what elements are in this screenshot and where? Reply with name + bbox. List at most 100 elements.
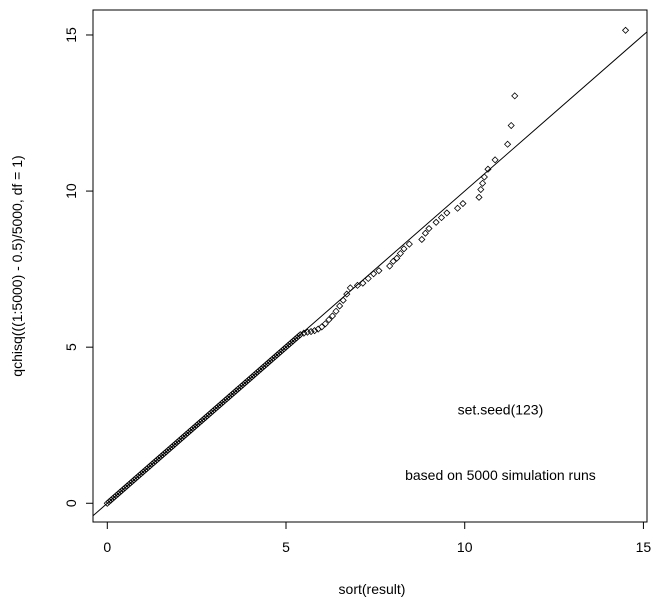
data-point: [182, 431, 190, 439]
data-point: [135, 471, 144, 479]
data-point: [234, 385, 242, 393]
data-point: [432, 218, 440, 226]
data-point: [194, 420, 203, 428]
reference-line-layer: [93, 31, 647, 517]
data-point: [162, 448, 170, 456]
data-point: [227, 391, 235, 400]
data-point: [123, 482, 131, 490]
data-point: [105, 498, 113, 506]
data-point: [253, 368, 261, 376]
data-point: [132, 474, 140, 482]
annotation-runs: based on 5000 simulation runs: [405, 467, 596, 483]
data-point: [477, 185, 485, 194]
data-point: [273, 351, 281, 359]
data-point: [150, 459, 158, 467]
data-point: [370, 270, 378, 278]
data-point: [332, 307, 340, 315]
data-point: [282, 343, 290, 351]
data-point: [307, 327, 315, 336]
data-point: [421, 229, 429, 237]
annotation-seed: set.seed(123): [458, 402, 544, 418]
data-point: [232, 387, 240, 395]
data-point: [243, 377, 251, 386]
x-tick-label: 0: [103, 539, 111, 555]
data-point: [293, 334, 301, 342]
data-point: [294, 332, 303, 340]
data-point: [219, 398, 228, 406]
data-point: [180, 432, 188, 440]
data-point: [255, 367, 263, 375]
data-point: [207, 409, 215, 417]
data-point: [325, 316, 333, 324]
y-tick-label: 5: [63, 343, 79, 351]
data-point: [262, 360, 270, 368]
data-point: [230, 388, 238, 397]
data-point: [454, 204, 462, 212]
data-point: [405, 240, 413, 248]
data-point: [484, 165, 492, 173]
data-point: [202, 413, 210, 421]
data-point: [160, 449, 169, 457]
data-point: [235, 384, 244, 392]
y-tick-label: 0: [63, 499, 79, 507]
data-point: [418, 235, 426, 244]
x-tick-label: 5: [282, 539, 290, 555]
data-point: [389, 257, 397, 265]
data-point: [193, 421, 201, 429]
data-point: [343, 290, 351, 298]
data-point: [511, 92, 519, 100]
data-point: [169, 441, 177, 450]
data-point: [284, 342, 292, 350]
data-point: [280, 345, 288, 353]
reference-line: [93, 31, 647, 517]
data-point: [141, 466, 149, 475]
data-point: [266, 357, 274, 365]
data-point: [200, 415, 208, 423]
data-point: [157, 452, 165, 461]
data-point: [203, 412, 211, 420]
data-point: [228, 390, 236, 398]
data-point: [321, 320, 329, 328]
data-point: [252, 370, 260, 378]
data-point: [278, 346, 286, 354]
data-point: [459, 199, 467, 208]
data-point: [300, 329, 308, 337]
data-point: [241, 379, 249, 387]
x-tick-label: 15: [636, 539, 652, 555]
data-point: [259, 363, 267, 372]
data-point: [191, 423, 199, 431]
data-point: [475, 193, 483, 201]
data-point: [121, 484, 129, 492]
data-point: [109, 495, 117, 503]
data-point: [175, 437, 183, 445]
data-point: [393, 254, 401, 262]
y-axis-title: qchisq(((1:5000) - 0.5)/5000, df = 1): [9, 155, 25, 376]
data-point: [491, 156, 499, 164]
data-point: [137, 470, 145, 478]
data-point: [250, 371, 258, 379]
data-point: [153, 455, 161, 464]
data-point: [504, 140, 512, 148]
data-point: [198, 416, 206, 425]
data-point: [480, 173, 488, 181]
data-point: [187, 426, 195, 434]
data-point: [168, 443, 176, 451]
data-point: [164, 446, 172, 454]
data-point: [128, 477, 136, 485]
data-point: [275, 349, 283, 357]
data-point: [221, 396, 229, 404]
data-point: [178, 434, 186, 442]
data-point: [103, 499, 111, 507]
y-tick-label: 15: [63, 27, 79, 43]
data-points: [103, 26, 630, 507]
data-point: [296, 331, 304, 339]
data-point: [268, 356, 276, 364]
data-point: [277, 348, 285, 356]
x-tick-label: 10: [457, 539, 473, 555]
data-point: [437, 214, 446, 222]
data-point: [223, 395, 231, 403]
data-point: [287, 338, 295, 347]
data-point: [246, 374, 254, 382]
data-point: [171, 440, 179, 448]
